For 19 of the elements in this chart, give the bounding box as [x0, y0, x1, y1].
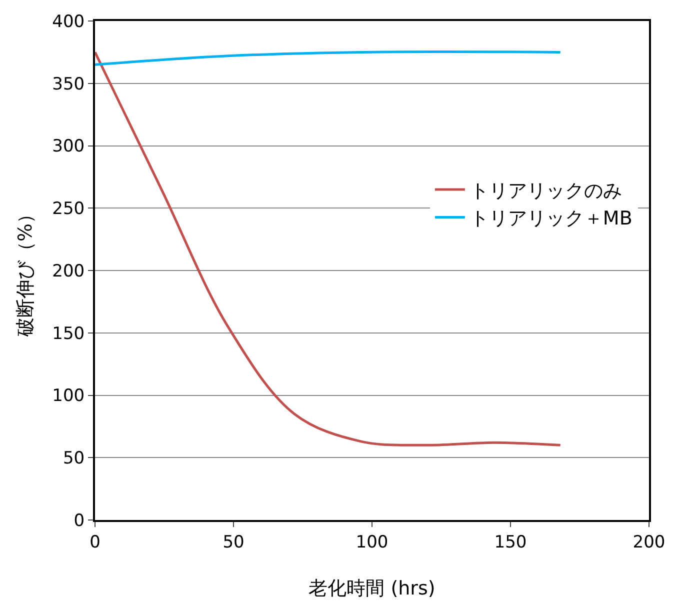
- y-tick-label: 350: [52, 74, 85, 94]
- x-tick-label: 200: [632, 532, 666, 552]
- y-tick-label: 400: [52, 12, 85, 32]
- y-tick-label: 0: [74, 510, 85, 531]
- y-tick-label: 200: [52, 261, 85, 282]
- x-tick-label: 50: [222, 532, 244, 552]
- y-tick-label: 100: [52, 386, 85, 406]
- legend-label: トリアリックのみ: [470, 180, 622, 202]
- x-axis-title: 老化時間 (hrs): [308, 578, 436, 600]
- y-axis-title: 破断伸び（%）: [14, 204, 36, 338]
- x-tick-label: 0: [90, 532, 100, 552]
- x-tick-label: 100: [356, 532, 388, 552]
- legend-label: トリアリック＋MB: [470, 208, 632, 230]
- y-tick-label: 150: [52, 324, 85, 344]
- y-tick-label: 300: [52, 136, 85, 157]
- y-tick-label: 250: [52, 199, 85, 220]
- y-tick-label: 50: [62, 448, 85, 469]
- x-tick-label: 150: [494, 532, 527, 552]
- line-series: [95, 50, 562, 446]
